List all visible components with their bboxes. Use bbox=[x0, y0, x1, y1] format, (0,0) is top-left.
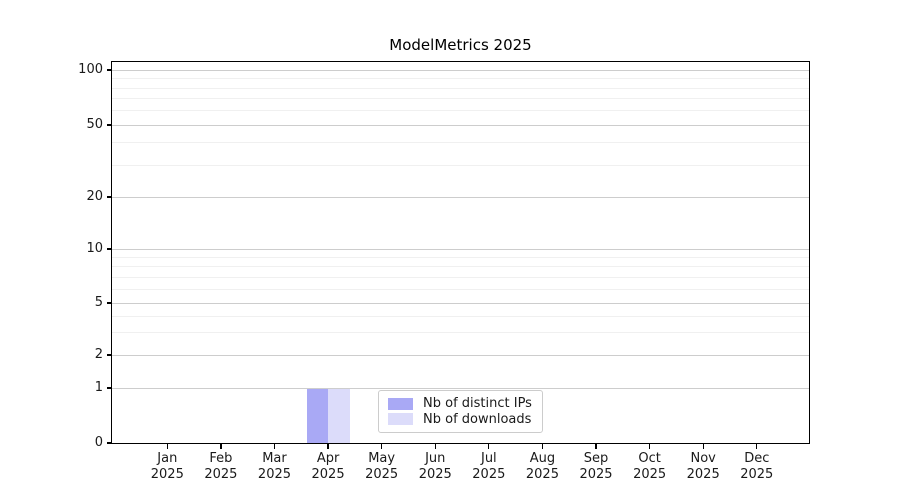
x-tick-mark bbox=[595, 444, 597, 449]
x-tick-month: Mar bbox=[262, 451, 287, 466]
y-tick-label: 2 bbox=[94, 347, 103, 362]
y-tick-mark bbox=[107, 302, 112, 304]
x-tick-mark bbox=[273, 444, 276, 449]
x-tick-label-apr: Apr 2025 bbox=[296, 451, 360, 482]
x-tick-mark bbox=[756, 444, 758, 449]
y-tick-mark bbox=[107, 354, 112, 356]
x-tick-label-mar: Mar 2025 bbox=[242, 451, 306, 482]
minor-gridline bbox=[112, 164, 809, 166]
major-gridline-50 bbox=[112, 124, 809, 126]
x-tick-year: 2025 bbox=[311, 466, 345, 482]
major-gridline-10 bbox=[112, 248, 809, 250]
x-tick-label-jan: Jan 2025 bbox=[135, 451, 199, 482]
x-tick-month: Jan bbox=[157, 451, 178, 466]
legend-item-nb-of-distinct-ips: Nb of distinct IPs bbox=[388, 396, 533, 411]
x-tick-label-oct: Oct 2025 bbox=[618, 451, 682, 482]
x-tick-label-jul: Jul 2025 bbox=[457, 451, 521, 482]
x-tick-month: Nov bbox=[690, 451, 716, 466]
minor-gridline bbox=[112, 97, 809, 99]
x-tick-year: 2025 bbox=[579, 466, 613, 482]
major-gridline-5 bbox=[112, 302, 809, 304]
legend-label: Nb of distinct IPs bbox=[423, 396, 532, 412]
minor-gridline bbox=[112, 141, 809, 143]
x-tick-year: 2025 bbox=[525, 466, 559, 482]
x-tick-month: Aug bbox=[529, 451, 556, 466]
x-tick-month: Oct bbox=[638, 451, 661, 466]
y-tick-mark bbox=[107, 196, 112, 198]
x-tick-month: May bbox=[368, 451, 396, 466]
x-tick-label-may: May 2025 bbox=[350, 451, 414, 482]
major-gridline-20 bbox=[112, 196, 809, 198]
legend: Nb of distinct IPs Nb of downloads bbox=[378, 390, 543, 433]
legend-label: Nb of downloads bbox=[423, 411, 532, 427]
x-tick-year: 2025 bbox=[633, 466, 667, 482]
y-tick-mark bbox=[107, 442, 112, 444]
x-tick-mark bbox=[166, 444, 168, 449]
y-tick-label: 50 bbox=[86, 117, 103, 132]
y-tick-mark bbox=[107, 69, 112, 71]
y-tick-mark bbox=[107, 387, 112, 389]
minor-gridline bbox=[112, 265, 809, 267]
x-tick-year: 2025 bbox=[365, 466, 399, 482]
legend-swatch-nb-of-downloads bbox=[388, 413, 413, 426]
x-tick-month: Sep bbox=[583, 451, 609, 466]
minor-gridline bbox=[112, 276, 809, 278]
major-gridline-1 bbox=[112, 387, 809, 389]
x-tick-mark bbox=[327, 444, 329, 449]
x-tick-label-nov: Nov 2025 bbox=[671, 451, 735, 482]
y-tick-label: 5 bbox=[94, 295, 103, 310]
x-tick-mark bbox=[702, 444, 704, 449]
plot-area bbox=[111, 61, 810, 444]
legend-swatch-nb-of-distinct-ips bbox=[388, 397, 413, 410]
x-tick-label-jun: Jun 2025 bbox=[403, 451, 467, 482]
minor-gridline bbox=[112, 256, 809, 258]
x-tick-mark bbox=[541, 444, 544, 449]
x-tick-month: Jul bbox=[480, 451, 497, 466]
x-tick-mark bbox=[381, 444, 383, 449]
x-tick-year: 2025 bbox=[740, 466, 774, 482]
legend-item-nb-of-downloads: Nb of downloads bbox=[388, 412, 533, 427]
x-tick-month: Feb bbox=[209, 451, 233, 466]
x-tick-year: 2025 bbox=[257, 466, 292, 482]
major-gridline-2 bbox=[112, 354, 809, 356]
y-tick-label: 10 bbox=[86, 241, 103, 256]
y-tick-label: 100 bbox=[78, 62, 103, 77]
x-tick-month: Apr bbox=[316, 451, 340, 466]
minor-gridline bbox=[112, 77, 809, 79]
x-tick-mark bbox=[434, 444, 436, 449]
x-tick-label-aug: Aug 2025 bbox=[510, 451, 574, 482]
minor-gridline bbox=[112, 87, 809, 89]
y-tick-label: 1 bbox=[94, 380, 103, 395]
x-tick-year: 2025 bbox=[472, 466, 506, 482]
minor-gridline bbox=[112, 288, 809, 290]
y-tick-label: 0 bbox=[94, 435, 103, 450]
minor-gridline bbox=[112, 315, 809, 317]
x-tick-year: 2025 bbox=[686, 466, 720, 482]
minor-gridline bbox=[112, 109, 809, 111]
x-tick-year: 2025 bbox=[204, 466, 238, 482]
minor-gridline bbox=[112, 331, 809, 333]
x-tick-year: 2025 bbox=[150, 466, 184, 482]
major-gridline-100 bbox=[112, 69, 809, 71]
x-tick-mark bbox=[648, 444, 651, 449]
bar-nb-of-distinct-ips-apr bbox=[306, 388, 329, 444]
x-tick-year: 2025 bbox=[418, 466, 452, 482]
x-tick-label-feb: Feb 2025 bbox=[189, 451, 253, 482]
x-tick-label-sep: Sep 2025 bbox=[564, 451, 628, 482]
x-tick-mark bbox=[488, 444, 490, 449]
y-tick-mark bbox=[107, 124, 112, 126]
x-tick-mark bbox=[220, 444, 222, 449]
x-tick-month: Jun bbox=[425, 451, 446, 466]
chart-title: ModelMetrics 2025 bbox=[389, 36, 532, 54]
y-tick-mark bbox=[107, 248, 112, 250]
x-tick-month: Dec bbox=[744, 451, 770, 466]
x-tick-label-dec: Dec 2025 bbox=[725, 451, 789, 482]
y-tick-label: 20 bbox=[86, 189, 103, 204]
bar-nb-of-downloads-apr bbox=[328, 388, 350, 444]
